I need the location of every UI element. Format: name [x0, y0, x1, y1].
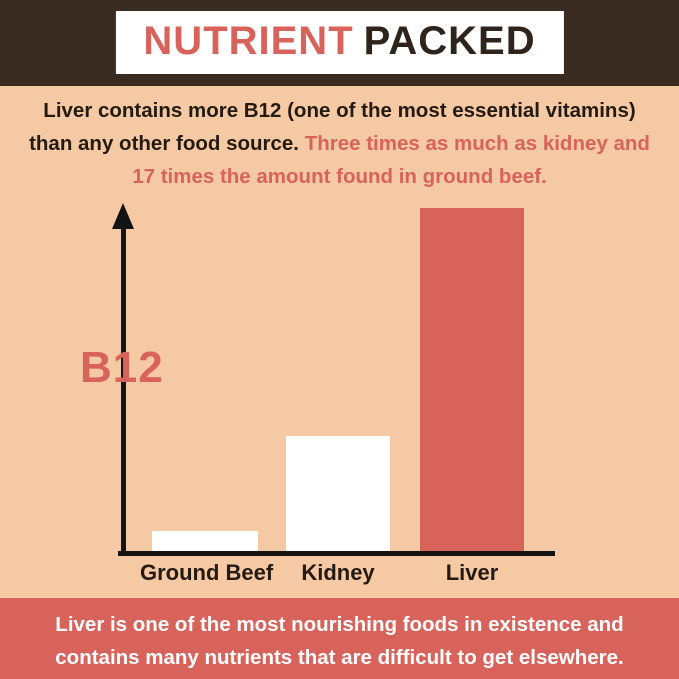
- y-axis-arrow-icon: [112, 203, 134, 229]
- intro-line-2: than any other food source. Three times …: [0, 127, 679, 160]
- intro-line-2-dark: than any other food source.: [29, 132, 305, 155]
- footer-line-1: Liver is one of the most nourishing food…: [55, 613, 624, 636]
- title-packed: PACKED: [363, 19, 536, 63]
- intro-line-2-coral: Three times as much as kidney and: [304, 132, 650, 155]
- category-label-liver: Liver: [445, 560, 499, 585]
- intro-line-3-text: 17 times the amount found in ground beef…: [132, 165, 547, 188]
- bar-ground-beef: [152, 530, 258, 551]
- category-label-kidney: Kidney: [301, 560, 375, 585]
- intro-paragraph: Liver contains more B12 (one of the most…: [0, 94, 679, 193]
- y-axis-label: B12: [80, 343, 164, 392]
- intro-line-3: 17 times the amount found in ground beef…: [0, 160, 679, 193]
- x-axis-line: [118, 551, 555, 556]
- title-nutrient: NUTRIENT: [143, 19, 354, 63]
- bar-liver: [420, 208, 524, 551]
- intro-line-1: Liver contains more B12 (one of the most…: [0, 94, 679, 127]
- intro-line-1-text: Liver contains more B12 (one of the most…: [43, 99, 636, 122]
- footer-line-2: contains many nutrients that are difficu…: [55, 646, 624, 669]
- category-label-ground-beef: Ground Beef: [140, 560, 274, 585]
- page-title: NUTRIENT PACKED: [115, 11, 564, 74]
- bar-kidney: [286, 436, 390, 551]
- bar-chart-plot: [118, 208, 555, 551]
- footer-banner: Liver is one of the most nourishing food…: [0, 598, 679, 679]
- y-axis-line: [121, 228, 126, 555]
